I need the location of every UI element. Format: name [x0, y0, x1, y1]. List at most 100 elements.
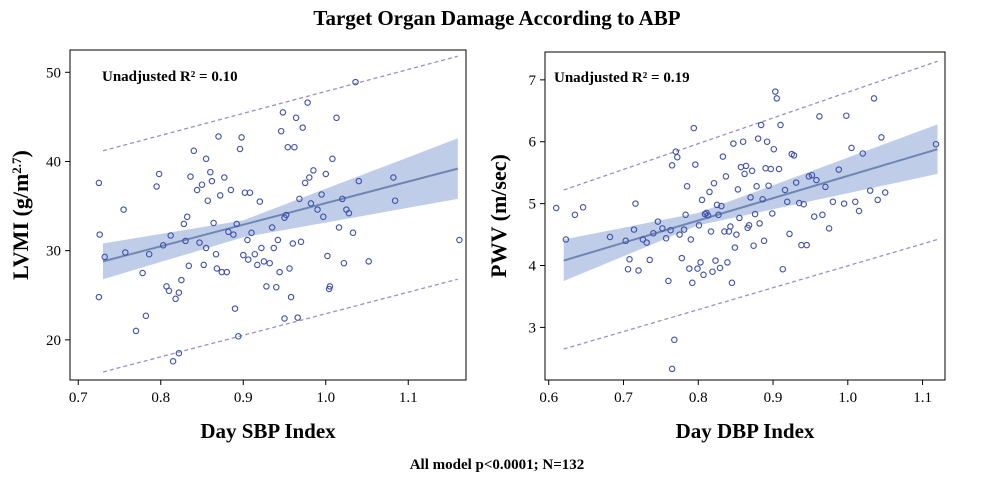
r-squared-annotation: Unadjusted R² = 0.19	[554, 70, 690, 86]
data-point	[878, 134, 885, 141]
data-point	[175, 289, 183, 296]
data-point	[756, 220, 763, 227]
data-point	[810, 213, 818, 220]
data-point	[579, 204, 587, 211]
data-point	[329, 155, 336, 163]
data-point	[606, 233, 614, 241]
data-point	[248, 229, 255, 237]
data-point	[153, 183, 160, 190]
data-point	[855, 207, 863, 215]
data-point	[739, 138, 747, 145]
data-point	[172, 295, 179, 303]
x-tick-label: 1.0	[838, 390, 857, 406]
data-point	[318, 191, 325, 198]
data-point	[254, 261, 261, 269]
data-point	[306, 174, 313, 181]
data-point	[706, 188, 713, 196]
data-point	[307, 200, 315, 207]
data-point	[185, 262, 193, 270]
data-point	[769, 210, 776, 217]
y-tick-label: 20	[46, 333, 61, 349]
data-point	[734, 186, 742, 193]
y-tick-label: 4	[529, 259, 537, 275]
data-point	[736, 214, 743, 222]
data-point	[805, 173, 813, 180]
data-point	[304, 99, 311, 106]
data-point	[169, 358, 177, 365]
data-point	[742, 162, 750, 170]
data-point	[695, 222, 703, 229]
data-point	[848, 144, 855, 152]
y-tick-label: 7	[529, 73, 537, 89]
data-point	[235, 333, 242, 340]
data-point	[843, 112, 850, 119]
data-point	[757, 121, 765, 129]
data-point	[227, 186, 235, 194]
data-point	[287, 293, 295, 301]
data-point	[773, 95, 781, 102]
data-point	[786, 230, 793, 238]
data-point	[391, 197, 399, 204]
r-squared-annotation: Unadjusted R² = 0.10	[102, 69, 238, 85]
data-point	[659, 225, 666, 232]
data-point	[737, 163, 745, 171]
data-point	[674, 153, 681, 161]
data-point	[808, 171, 816, 179]
data-point	[120, 206, 127, 213]
data-point	[339, 195, 346, 203]
data-point	[733, 231, 740, 238]
regression-line	[563, 148, 938, 262]
data-point	[294, 314, 301, 321]
data-point	[324, 252, 331, 260]
data-point	[727, 223, 734, 230]
data-point	[251, 250, 259, 258]
data-point	[299, 124, 306, 131]
data-point	[646, 256, 653, 264]
data-point	[747, 194, 754, 201]
x-axis-label: Day SBP Index	[200, 419, 336, 443]
data-point	[722, 173, 730, 180]
y-tick-label: 3	[529, 320, 537, 336]
data-point	[266, 259, 273, 267]
data-point	[355, 177, 363, 185]
data-point	[748, 167, 756, 175]
data-point	[790, 152, 798, 159]
x-tick-label: 1.0	[316, 390, 335, 406]
data-point	[635, 267, 642, 274]
data-point	[741, 170, 748, 178]
data-point	[721, 228, 728, 235]
data-point	[632, 200, 639, 207]
data-point	[187, 173, 194, 180]
data-point	[165, 287, 173, 295]
data-point	[709, 268, 716, 275]
y-tick-label: 5	[529, 197, 537, 213]
data-point	[662, 235, 670, 242]
x-tick-label: 0.7	[614, 390, 633, 406]
data-point	[770, 145, 778, 153]
data-point	[800, 200, 807, 208]
data-point	[932, 140, 940, 148]
data-point	[716, 264, 724, 272]
data-point	[686, 265, 693, 272]
data-point	[231, 305, 239, 312]
x-tick-label: 0.8	[151, 390, 170, 406]
data-point	[751, 210, 759, 218]
data-point	[719, 153, 727, 160]
data-point	[710, 179, 718, 187]
data-point	[712, 257, 719, 264]
data-point	[221, 174, 228, 181]
plot-area	[552, 60, 940, 373]
chart-panel-lvmi: 0.7 0.8 0.9 1.0 1.1 20 30 40 50 Unadjusted R² = 0…	[8, 49, 467, 443]
data-point	[207, 168, 214, 176]
data-point	[233, 220, 240, 228]
data-point	[279, 109, 287, 116]
x-tick-label: 0.9	[234, 390, 253, 406]
confidence-band	[563, 124, 938, 282]
data-point	[213, 265, 221, 272]
data-point	[95, 179, 103, 187]
data-point	[825, 225, 833, 232]
data-point	[571, 211, 579, 219]
data-point	[730, 140, 737, 147]
data-point	[840, 200, 848, 207]
data-point	[713, 201, 721, 209]
